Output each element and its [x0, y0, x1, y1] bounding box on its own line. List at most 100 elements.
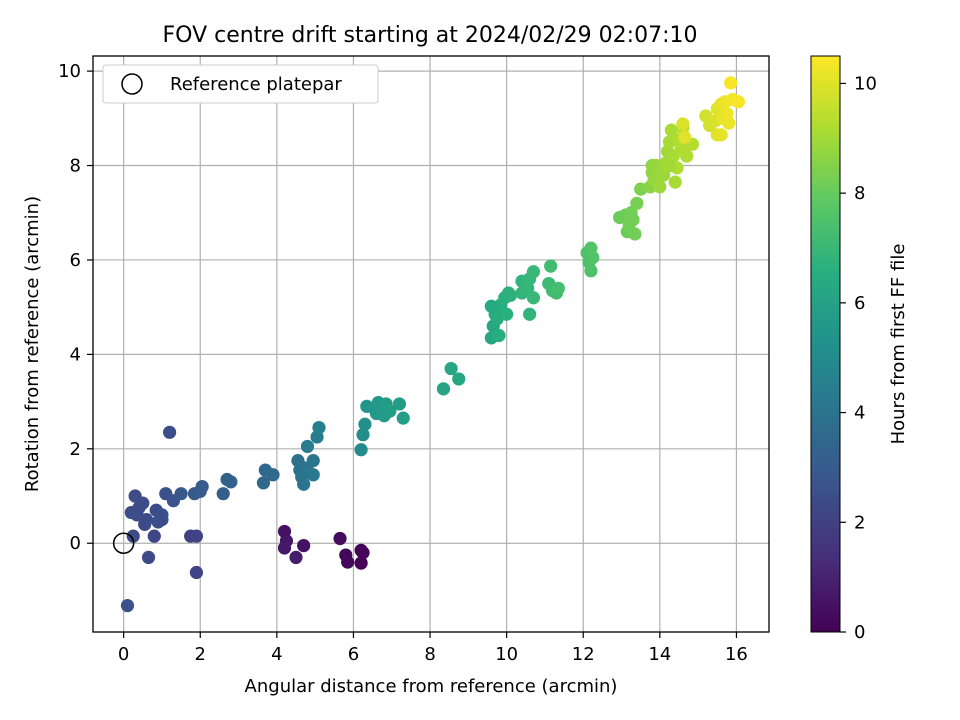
data-point: [664, 123, 678, 137]
x-tick-label: 12: [572, 644, 595, 665]
y-tick-label: 8: [70, 156, 81, 177]
data-point: [452, 372, 466, 386]
x-tick-label: 16: [725, 644, 748, 665]
data-point: [676, 117, 690, 131]
x-tick-label: 8: [424, 644, 435, 665]
data-point: [356, 546, 370, 560]
data-point: [724, 76, 738, 90]
data-point: [392, 397, 407, 411]
data-point: [224, 475, 238, 489]
data-point: [120, 598, 135, 613]
plot-area-frame: [92, 55, 770, 633]
data-point: [195, 479, 209, 494]
x-tick-label: 0: [118, 644, 129, 665]
y-tick-label: 6: [70, 250, 81, 271]
data-point: [551, 281, 565, 295]
data-point: [297, 477, 311, 491]
data-point: [306, 468, 320, 482]
data-point: [492, 328, 506, 343]
data-point: [216, 487, 230, 501]
data-point: [544, 259, 558, 273]
data-point: [396, 411, 410, 425]
y-tick-label: 10: [58, 61, 81, 82]
colorbar-ticks: 0 2 4 6 8 10: [840, 73, 877, 643]
data-point: [714, 128, 728, 142]
x-axis-ticks: 0 2 4 6 8 10 12 14 16: [118, 632, 748, 665]
data-points: [120, 76, 745, 613]
data-point: [523, 307, 537, 321]
data-point: [584, 264, 598, 278]
data-point: [266, 468, 280, 482]
data-point: [668, 175, 682, 189]
colorbar-tick-label: 4: [854, 403, 865, 424]
colorbar-tick-label: 6: [854, 293, 865, 314]
data-point: [140, 513, 154, 527]
x-tick-label: 6: [348, 644, 359, 665]
data-point: [174, 487, 188, 501]
data-point: [354, 443, 368, 457]
legend-label: Reference platepar: [170, 74, 342, 95]
data-point: [300, 439, 315, 454]
colorbar-tick-label: 2: [854, 512, 865, 533]
data-point: [436, 382, 451, 396]
data-point: [256, 476, 271, 490]
data-point: [297, 539, 311, 553]
legend: Reference platepar: [102, 64, 379, 104]
legend-box: [102, 64, 379, 104]
data-point: [657, 168, 671, 182]
data-point: [526, 265, 541, 279]
data-point: [132, 501, 146, 515]
data-point: [141, 550, 156, 565]
data-point: [626, 213, 640, 227]
chart-title: FOV centre drift starting at 2024/02/29 …: [163, 23, 698, 48]
data-point: [189, 565, 204, 580]
y-tick-label: 4: [70, 344, 81, 365]
data-point: [662, 158, 677, 173]
data-point: [731, 95, 745, 109]
y-axis-label: Rotation from reference (arcmin): [22, 196, 43, 492]
reference-marker: [112, 532, 135, 554]
data-point: [189, 529, 204, 543]
data-point: [444, 361, 458, 376]
data-point: [630, 196, 644, 210]
legend-marker: [121, 73, 143, 95]
data-point: [358, 417, 372, 431]
colorbar-tick-label: 0: [854, 622, 865, 643]
data-point: [354, 556, 368, 570]
data-point: [356, 428, 370, 442]
data-point: [628, 227, 642, 241]
data-point: [163, 425, 177, 439]
data-point: [126, 529, 140, 543]
data-point: [586, 251, 600, 265]
data-point: [722, 116, 736, 130]
data-point: [680, 149, 694, 163]
colorbar: [810, 55, 841, 633]
data-point: [678, 130, 692, 144]
reference-point: [112, 532, 135, 554]
data-point: [653, 180, 667, 194]
data-point: [289, 550, 303, 565]
x-tick-label: 10: [495, 644, 518, 665]
data-point: [503, 288, 518, 302]
x-axis-label: Angular distance from reference (arcmin): [245, 676, 618, 697]
x-tick-label: 2: [195, 644, 206, 665]
data-point: [312, 420, 326, 435]
data-point: [306, 454, 320, 468]
x-tick-label: 4: [271, 644, 282, 665]
data-point: [526, 291, 541, 305]
data-point: [341, 555, 355, 569]
colorbar-label: Hours from first FF file: [888, 244, 909, 445]
data-point: [147, 529, 161, 543]
data-point: [500, 307, 514, 321]
grid-lines: [93, 56, 769, 632]
colorbar-tick-label: 8: [854, 183, 865, 204]
y-axis-ticks: 0 2 4 6 8 10: [58, 61, 93, 554]
y-tick-label: 0: [70, 533, 81, 554]
data-point: [383, 404, 397, 418]
x-tick-label: 14: [648, 644, 671, 665]
data-point: [333, 531, 347, 546]
y-tick-label: 2: [70, 439, 81, 460]
data-point: [155, 513, 169, 527]
data-point: [277, 541, 292, 555]
